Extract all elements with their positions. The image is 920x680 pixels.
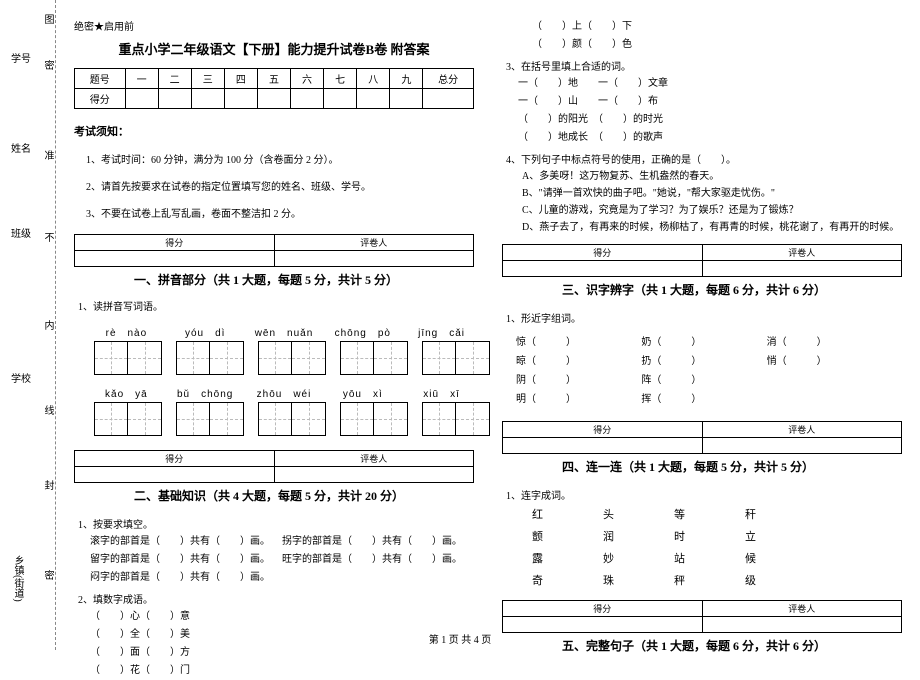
q2-1: 1、按要求填空。 [78, 516, 474, 531]
bind-lbl: 不 [40, 232, 55, 242]
bind-lbl: 密 [40, 60, 55, 70]
page-footer: 第 1 页 共 4 页 [0, 631, 920, 646]
connect-grid: 红颤露奇 头润妙珠 等时站秤 秆立候级 [532, 504, 902, 592]
binding-margin: 图 密 准 不 内 线 封 密 学号 姓名 班级 学校 乡镇(街道) [0, 0, 56, 650]
opt-d: D、燕子去了，有再来的时候，杨柳枯了，有再青的时候，桃花谢了，有再开的时候。 [522, 219, 902, 236]
score-h: 题号 [75, 69, 126, 89]
bind-lbl: 密 [40, 570, 55, 580]
score-h: 九 [390, 69, 423, 89]
score-h: 二 [158, 69, 191, 89]
mini-score: 得分评卷人 [74, 234, 474, 267]
right-column: （ ）上（ ）下 （ ）颜（ ）色 3、在括号里填上合适的词。 一（ ）地 一（… [502, 18, 902, 628]
notice-heading: 考试须知： [74, 123, 474, 139]
opt-b: B、"请弹一首欢快的曲子吧。"她说，"帮大家驱走忧伤。" [522, 185, 902, 202]
bind-lbl: 内 [40, 320, 55, 330]
q2-2: 2、填数字成语。 [78, 591, 474, 606]
section-4-title: 四、连一连（共 1 大题，每题 5 分，共计 5 分） [562, 458, 902, 475]
score-h: 六 [290, 69, 323, 89]
score-h: 三 [191, 69, 224, 89]
mini-score: 得分评卷人 [502, 421, 902, 454]
section-1-title: 一、拼音部分（共 1 大题，每题 5 分，共计 5 分） [134, 271, 474, 288]
mini-score: 得分评卷人 [502, 600, 902, 633]
bind-lbl: 封 [40, 480, 55, 490]
mini-score: 得分评卷人 [74, 450, 474, 483]
char-table: 惊（ ）奶（ ）消（ ） 晾（ ）扔（ ）悄（ ） 阴（ ）阵（ ） 明（ ）挥… [514, 331, 890, 407]
q3-1: 1、形近字组词。 [506, 310, 902, 325]
left-column: 绝密★启用前 重点小学二年级语文【下册】能力提升试卷B卷 附答案 题号 一 二 … [74, 18, 474, 628]
field-name: 姓名 [6, 140, 36, 155]
page-content: 绝密★启用前 重点小学二年级语文【下册】能力提升试卷B卷 附答案 题号 一 二 … [74, 18, 908, 628]
pinyin-row: rè nào yóu dì wēn nuǎn chōng pò jīng cǎi [94, 324, 474, 339]
field-id: 学号 [6, 50, 36, 65]
fill-col: （ ）上（ ）下 （ ）颜（ ）色 [532, 18, 902, 54]
notice-item: 2、请首先按要求在试卷的指定位置填写您的姓名、班级、学号。 [86, 178, 474, 193]
q2-4: 4、下列句子中标点符号的使用，正确的是（ ）。 [506, 151, 902, 166]
score-h: 七 [324, 69, 357, 89]
secret-label: 绝密★启用前 [74, 18, 474, 33]
bind-lbl: 图 [40, 14, 55, 24]
mini-score: 得分评卷人 [502, 244, 902, 277]
score-h: 五 [257, 69, 290, 89]
fill-col: 一（ ）地 一（ ）文章 一（ ）山 一（ ）布 （ ）的阳光 （ ）的时光 （… [518, 75, 902, 147]
tian-row [94, 341, 474, 375]
q2-3: 3、在括号里填上合适的词。 [506, 58, 902, 73]
score-table: 题号 一 二 三 四 五 六 七 八 九 总分 得分 [74, 68, 474, 109]
opt-c: C、儿童的游戏，究竟是为了学习？为了娱乐？还是为了锻炼？ [522, 202, 902, 219]
fill-row: 滚字的部首是（ ）共有（ ）画。 拐字的部首是（ ）共有（ ）画。 留字的部首是… [90, 533, 474, 587]
bind-lbl: 准 [40, 150, 55, 160]
score-row: 得分 [75, 89, 126, 109]
field-class: 班级 [6, 225, 36, 240]
opt-a: A、多美呀！这万物复苏、生机盎然的春天。 [522, 168, 902, 185]
notice-item: 3、不要在试卷上乱写乱画，卷面不整洁扣 2 分。 [86, 205, 474, 220]
score-h: 八 [357, 69, 390, 89]
notice-item: 1、考试时间：60 分钟，满分为 100 分（含卷面分 2 分）。 [86, 151, 474, 166]
pinyin-row: kǎo yā bǔ chōng zhōu wéi yōu xì xiū xī [94, 385, 474, 400]
tian-row [94, 402, 474, 436]
section-2-title: 二、基础知识（共 4 大题，每题 5 分，共计 20 分） [134, 487, 474, 504]
q4-1: 1、连字成词。 [506, 487, 902, 502]
bind-lbl: 线 [40, 405, 55, 415]
score-h: 总分 [423, 69, 474, 89]
score-h: 四 [224, 69, 257, 89]
score-h: 一 [125, 69, 158, 89]
field-town: 乡镇(街道) [10, 555, 25, 602]
section-3-title: 三、识字辨字（共 1 大题，每题 6 分，共计 6 分） [562, 281, 902, 298]
field-school: 学校 [6, 370, 36, 385]
q1-1: 1、读拼音写词语。 [78, 300, 474, 316]
exam-title: 重点小学二年级语文【下册】能力提升试卷B卷 附答案 [74, 39, 474, 58]
